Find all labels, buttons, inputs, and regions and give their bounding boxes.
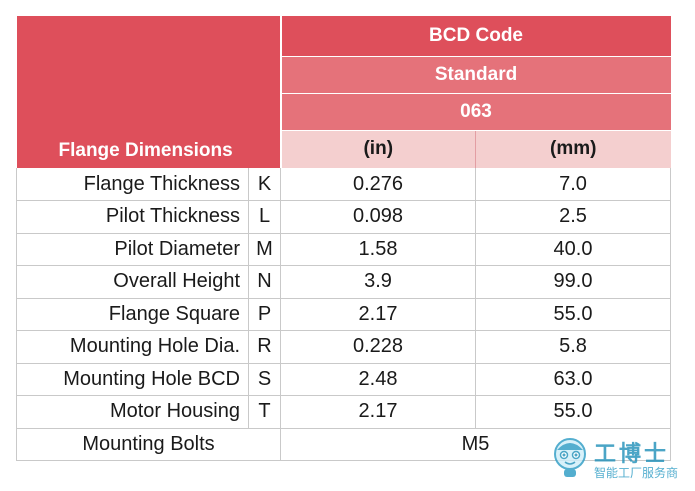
flange-dimensions-header: Flange Dimensions (16, 16, 282, 168)
row-value-in: 2.48 (280, 363, 477, 396)
table-row: Pilot Thickness L 0.098 2.5 (16, 200, 672, 234)
row-label: Mounting Hole BCD (16, 363, 249, 396)
row-value-in: 2.17 (280, 298, 477, 331)
row-code: M (248, 233, 282, 266)
row-value-in: 3.9 (280, 265, 477, 299)
flange-dimensions-table: Flange Dimensions BCD Code Standard 063 … (15, 16, 672, 461)
mounting-bolts-value: M5 (280, 428, 672, 461)
mascot-icon (554, 438, 586, 477)
row-value-mm: 63.0 (475, 363, 672, 396)
row-value-mm: 40.0 (475, 233, 672, 266)
row-label: Flange Thickness (16, 168, 249, 201)
row-value-in: 0.276 (280, 168, 477, 201)
unit-mm-header: (mm) (475, 130, 671, 168)
row-label: Mounting Hole Dia. (16, 330, 249, 364)
row-value-mm: 7.0 (475, 168, 672, 201)
row-code: T (248, 395, 282, 429)
row-code: N (248, 265, 282, 299)
row-value-in: 0.098 (280, 200, 477, 234)
row-value-in: 0.228 (280, 330, 477, 364)
row-label: Pilot Diameter (16, 233, 249, 266)
row-value-mm: 2.5 (475, 200, 672, 234)
bcd-code-header: BCD Code (280, 16, 671, 57)
row-label: Motor Housing (16, 395, 249, 429)
table-row: Flange Thickness K 0.276 7.0 (16, 168, 672, 201)
row-code: R (248, 330, 282, 364)
code-value-header: 063 (280, 93, 671, 131)
row-label: Flange Square (16, 298, 249, 331)
row-code: P (248, 298, 282, 331)
row-value-mm: 99.0 (475, 265, 672, 299)
row-value-in: 2.17 (280, 395, 477, 429)
row-value-in: 1.58 (280, 233, 477, 266)
table-row: Mounting Hole BCD S 2.48 63.0 (16, 363, 672, 396)
row-label: Overall Height (16, 265, 249, 299)
watermark-title: 工博士 (594, 442, 670, 467)
table-row: Motor Housing T 2.17 55.0 (16, 395, 672, 429)
row-code: L (248, 200, 282, 234)
mounting-bolts-label: Mounting Bolts (15, 428, 282, 461)
watermark-logo: 工博士 智能工厂服务商 (548, 434, 688, 484)
table-row: Flange Square P 2.17 55.0 (16, 298, 672, 331)
table-row: Pilot Diameter M 1.58 40.0 (16, 233, 672, 266)
unit-in-header: (in) (280, 130, 477, 168)
table-row: Mounting Hole Dia. R 0.228 5.8 (16, 330, 672, 364)
row-code: K (248, 168, 282, 201)
row-label: Pilot Thickness (16, 200, 249, 234)
flange-dimensions-table-container: Flange Dimensions BCD Code Standard 063 … (15, 16, 672, 461)
row-code: S (248, 363, 282, 396)
mounting-bolts-row: Mounting Bolts M5 (15, 428, 672, 461)
row-value-mm: 5.8 (475, 330, 672, 364)
table-row: Overall Height N 3.9 99.0 (16, 265, 672, 299)
row-value-mm: 55.0 (475, 298, 672, 331)
watermark-subtitle: 智能工厂服务商 (594, 466, 679, 480)
standard-header: Standard (280, 56, 671, 94)
row-value-mm: 55.0 (475, 395, 672, 429)
